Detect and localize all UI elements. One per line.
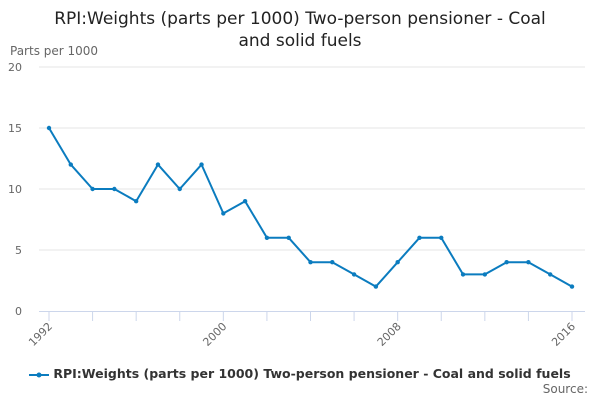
y-tick-label: 0 [15, 305, 22, 318]
data-point [46, 125, 52, 131]
legend[interactable]: RPI:Weights (parts per 1000) Two-person … [0, 366, 600, 381]
chart-title: RPI:Weights (parts per 1000) Two-person … [0, 8, 600, 52]
x-tick-label: 2008 [375, 320, 404, 349]
y-tick-label: 10 [8, 183, 22, 196]
data-point [504, 260, 509, 265]
data-point [526, 260, 531, 265]
x-tick-label: 2000 [200, 320, 229, 349]
data-point [112, 186, 117, 192]
y-tick-label: 5 [15, 244, 22, 257]
data-point [330, 260, 335, 265]
y-axis-label: Parts per 1000 [10, 44, 99, 58]
data-point [242, 199, 248, 204]
data-point [177, 186, 182, 192]
data-point [569, 284, 575, 289]
data-point [395, 260, 400, 265]
source-label: Source: [542, 382, 588, 396]
data-point [351, 272, 357, 277]
x-tick-label: 2016 [549, 320, 578, 349]
data-point [482, 272, 488, 277]
data-point [308, 260, 313, 265]
data-point [90, 186, 95, 192]
data-point [373, 284, 379, 289]
data-point [133, 199, 139, 204]
plot-area: 0 5 10 15 20 1992 2000 2008 2016 [8, 61, 585, 349]
data-point [460, 272, 466, 277]
legend-line-icon [29, 372, 50, 377]
data-point [221, 211, 226, 216]
data-point [68, 162, 73, 167]
x-tick-label: 1992 [26, 320, 55, 349]
data-point [548, 272, 553, 277]
title-line-1: RPI:Weights (parts per 1000) Two-person … [54, 9, 546, 29]
title-line-2: and solid fuels [238, 31, 362, 51]
data-point [439, 235, 444, 240]
data-point [199, 162, 204, 167]
data-point [264, 235, 270, 240]
data-point [417, 235, 422, 240]
y-tick-label: 15 [8, 122, 22, 135]
data-point [286, 235, 291, 240]
legend-label: RPI:Weights (parts per 1000) Two-person … [53, 366, 571, 381]
data-point [155, 162, 161, 167]
y-tick-label: 20 [8, 61, 22, 74]
